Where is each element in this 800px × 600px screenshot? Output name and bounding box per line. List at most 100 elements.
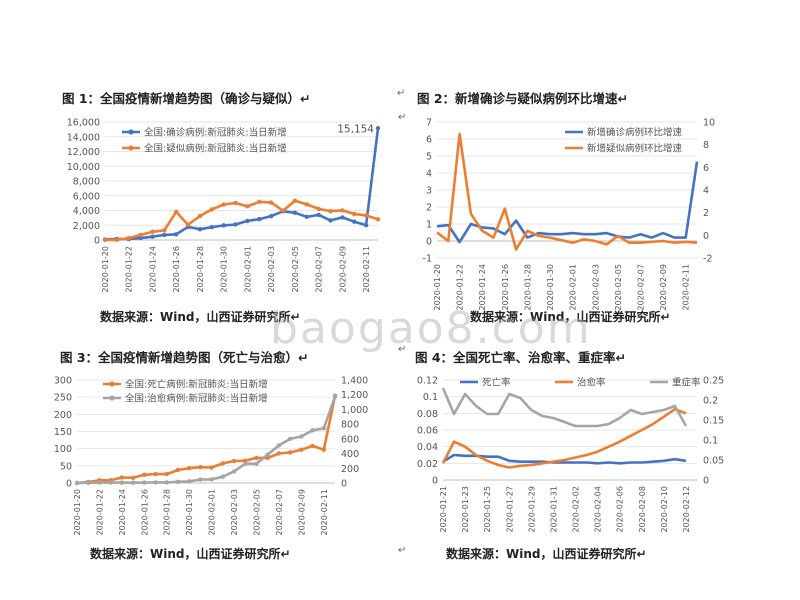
data-point	[254, 455, 259, 461]
legend-label: 治愈率	[577, 377, 606, 389]
data-point	[153, 471, 158, 477]
watermark: baogao8.com	[270, 303, 592, 354]
y2-tick-label: 6	[703, 163, 709, 174]
x-tick-label: 2020-02-11	[320, 489, 329, 536]
data-point	[114, 237, 120, 243]
x-tick-label: 2020-01-30	[546, 264, 555, 311]
y-tick-label: 14,000	[67, 132, 100, 143]
x-tick-label: 2020-01-30	[220, 246, 229, 293]
data-point	[310, 443, 315, 449]
y2-tick-label: 0	[703, 231, 709, 242]
x-tick-label: 2020-01-20	[101, 246, 110, 293]
chart4: 0 0.02 0.04 0.06 0.08 0.1 0.12 0 0.05 0.1 0.15 0.2 0…	[417, 376, 724, 533]
data-point	[375, 217, 381, 222]
data-point	[142, 480, 147, 485]
x-tick-label: 2020-02-05	[614, 264, 623, 311]
series-line	[105, 199, 379, 242]
legend-label: 死亡率	[482, 377, 511, 389]
y-tick-label: 2	[426, 203, 432, 214]
y2-tick-label: 0.05	[703, 456, 724, 467]
y-tick-label: 250	[54, 393, 72, 404]
y2-tick-label: 800	[341, 420, 359, 431]
data-point	[265, 452, 270, 457]
data-point	[292, 210, 298, 215]
data-point	[316, 212, 321, 218]
data-point	[231, 469, 237, 474]
data-point	[299, 434, 304, 439]
series-line	[436, 132, 698, 251]
chart1-source: 数据来源：Wind，山西证券研究所↵	[100, 310, 301, 324]
data-point	[97, 480, 102, 485]
x-tick-label: 2020-02-08	[638, 486, 647, 533]
y-tick-label: 4,000	[73, 206, 100, 217]
data-point	[321, 426, 326, 431]
chart2: -1 0 1 2 3 4 5 6 7 -2 0 2 4 6 8 10 2020-01-20 2020-01-22 2…	[423, 118, 716, 311]
data-point	[209, 224, 215, 230]
data-point	[108, 480, 113, 485]
y2-tick-label: -2	[703, 254, 712, 265]
data-point	[164, 471, 169, 477]
legend-label: 全国:死亡病例:新冠肺炎:当日新增	[125, 379, 268, 391]
return-mark: ↵	[398, 112, 407, 123]
x-tick-label: 2020-01-28	[196, 246, 205, 293]
data-point	[197, 213, 203, 219]
data-point	[162, 232, 167, 238]
data-point	[142, 472, 147, 477]
data-point	[268, 213, 274, 219]
x-tick-label: 2020-01-26	[501, 264, 510, 311]
data-point	[321, 447, 326, 452]
y-tick-label: 0	[426, 237, 432, 248]
y-tick-label: 150	[54, 427, 72, 438]
x-tick-label: 2020-01-26	[140, 489, 149, 536]
data-point	[363, 213, 369, 218]
data-point	[198, 477, 203, 482]
data-point	[328, 218, 333, 223]
y-tick-label: 12,000	[67, 147, 100, 158]
series-line	[76, 395, 337, 485]
x-tick-label: 2020-02-07	[315, 246, 324, 293]
legend-marker	[109, 381, 115, 387]
data-point	[138, 235, 143, 241]
data-point	[352, 211, 357, 217]
series-line	[442, 453, 687, 465]
y2-tick-label: 0.1	[703, 436, 718, 447]
y2-tick-label: 2	[703, 208, 709, 219]
y-tick-label: 0.12	[417, 376, 438, 387]
y-tick-label: 7	[426, 118, 432, 129]
y2-tick-label: 10	[703, 118, 715, 129]
y2-tick-label: 1,400	[341, 376, 368, 387]
data-point	[233, 222, 238, 227]
y2-tick-label: 200	[341, 464, 359, 475]
data-point	[126, 235, 131, 241]
y-tick-label: 6,000	[73, 191, 100, 202]
x-tick-label: 2020-01-22	[456, 264, 465, 311]
y-tick-label: 8,000	[73, 177, 100, 188]
y-tick-label: 300	[54, 376, 72, 387]
legend-label: 全国:确诊病例:新冠肺炎:当日新增	[144, 127, 287, 139]
x-tick-label: 2020-01-22	[125, 246, 134, 293]
data-point	[153, 480, 158, 485]
data-point	[340, 215, 345, 220]
x-tick-label: 2020-01-24	[148, 246, 157, 293]
x-tick-label: 2020-01-22	[95, 489, 104, 536]
legend-label: 全国:治愈病例:新冠肺炎:当日新增	[125, 393, 268, 405]
x-tick-label: 2020-01-23	[461, 486, 470, 533]
data-point	[233, 200, 238, 206]
data-point	[198, 465, 203, 470]
y2-tick-label: 0	[341, 479, 347, 490]
data-point	[287, 436, 293, 442]
series-line	[441, 387, 688, 428]
y-tick-label: 100	[54, 444, 72, 455]
x-tick-label: 2020-01-21	[439, 486, 448, 533]
data-point	[245, 218, 250, 224]
data-point	[130, 480, 136, 485]
data-point	[162, 228, 167, 233]
x-tick-label: 2020-02-05	[252, 489, 261, 536]
y-tick-label: 10,000	[67, 162, 100, 173]
data-point	[197, 227, 203, 232]
y-tick-label: 2,000	[73, 221, 100, 232]
return-mark: ↵	[397, 88, 406, 99]
data-point	[304, 214, 309, 220]
data-point	[257, 199, 262, 205]
x-tick-label: 2020-02-03	[591, 264, 600, 311]
